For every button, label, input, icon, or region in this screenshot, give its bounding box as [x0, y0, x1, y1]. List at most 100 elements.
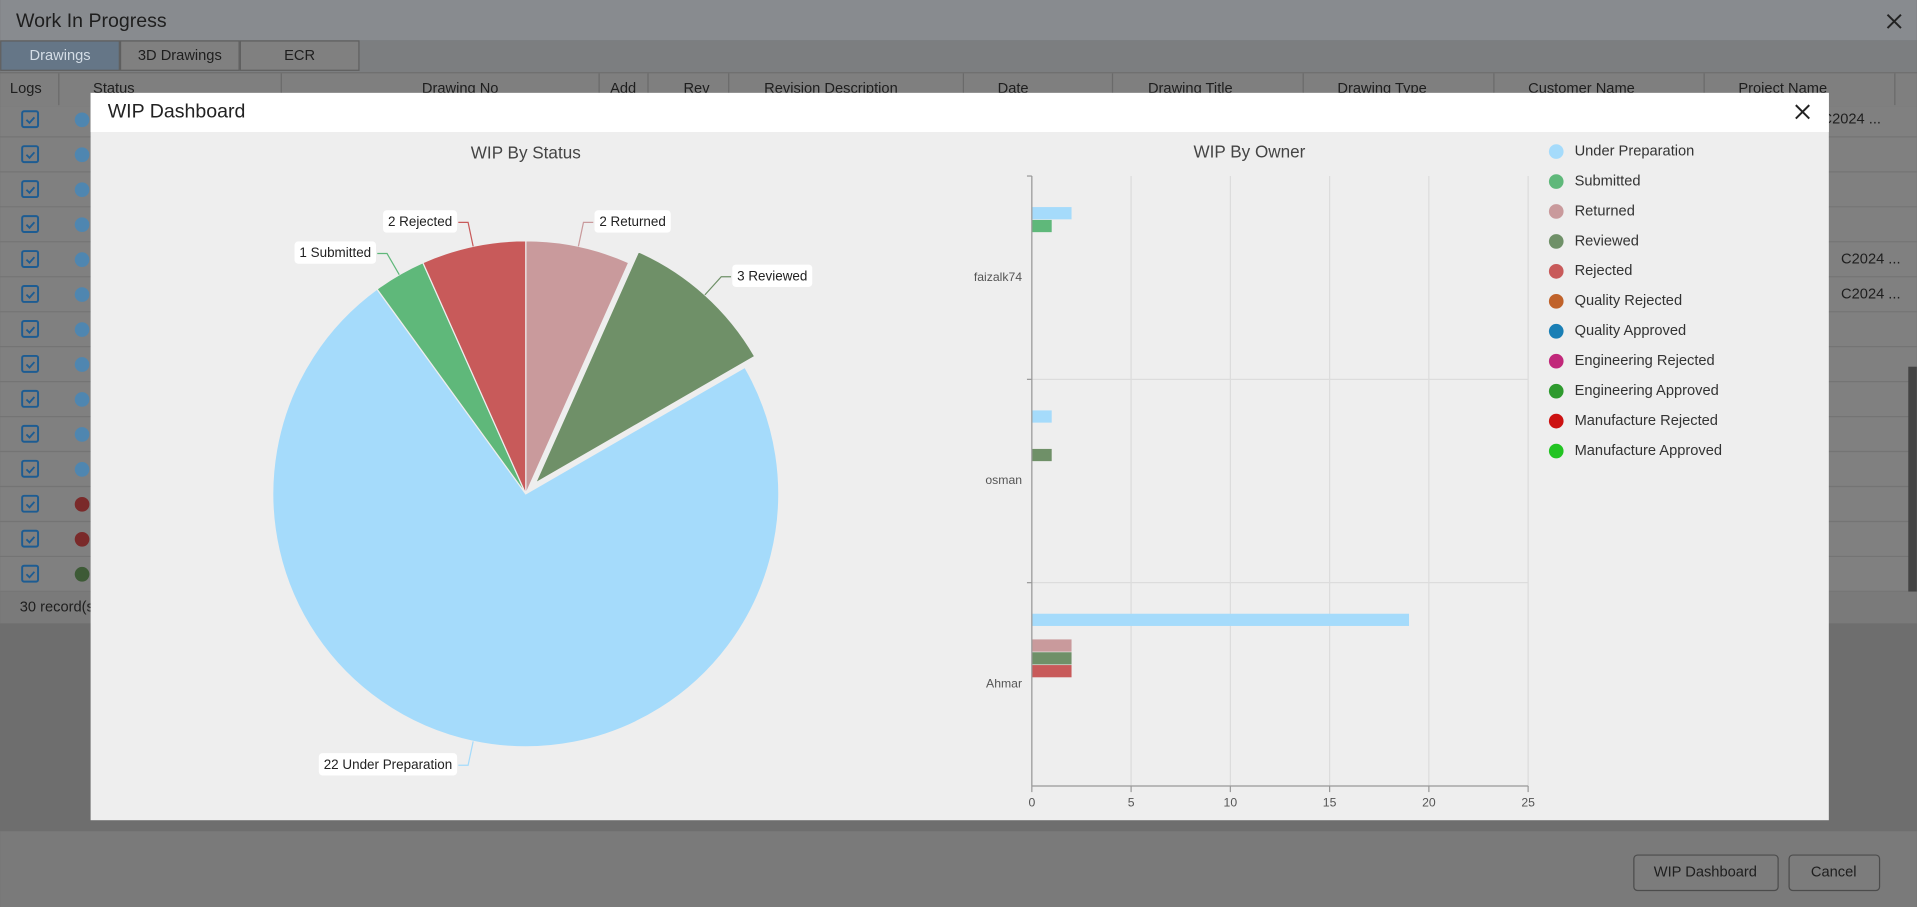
status-dot [74, 462, 90, 477]
log-icon[interactable] [21, 215, 40, 233]
tab-label: 3D Drawings [138, 48, 222, 64]
y-tick-label: faizalk74 [974, 270, 1022, 284]
x-tick-label: 0 [1028, 795, 1035, 809]
label-leader [458, 221, 474, 247]
legend-marker[interactable] [1548, 204, 1564, 219]
data-label: 1 Submitted [299, 245, 371, 260]
y-tick-label: Ahmar [986, 677, 1022, 691]
legend-marker[interactable] [1548, 353, 1564, 369]
button[interactable] [1633, 854, 1779, 892]
chart-title: WIP By Owner [1193, 142, 1305, 161]
log-check [25, 536, 36, 544]
log-check [25, 361, 36, 369]
x-tick-label: 15 [1323, 795, 1337, 809]
tab[interactable] [0, 40, 120, 71]
scrollbar [1908, 366, 1917, 592]
log-icon[interactable] [21, 250, 40, 268]
button-label: WIP Dashboard [1654, 865, 1757, 881]
button[interactable] [1788, 854, 1881, 892]
legend-label: Manufacture Approved [1575, 443, 1722, 459]
status-dot [74, 217, 90, 233]
legend-marker[interactable] [1548, 383, 1564, 399]
bar [1031, 639, 1072, 652]
bar [1031, 219, 1052, 233]
legend-label: Returned [1575, 203, 1635, 219]
status-dot [74, 147, 90, 163]
status-dot [74, 357, 90, 372]
legend-marker[interactable] [1548, 234, 1564, 249]
log-check [25, 501, 36, 509]
close-icon[interactable] [1886, 13, 1902, 29]
legend-marker[interactable] [1548, 443, 1564, 459]
dialog-title: WIP Dashboard [108, 101, 246, 123]
log-icon[interactable] [21, 494, 40, 513]
bar [1031, 448, 1052, 462]
log-check [25, 291, 36, 299]
bar [1031, 613, 1410, 626]
log-check [25, 221, 36, 230]
tab[interactable] [119, 40, 240, 71]
log-icon[interactable] [21, 354, 40, 373]
log-icon[interactable] [21, 389, 40, 408]
legend-label: Submitted [1575, 173, 1641, 189]
x-tick-label: 5 [1128, 795, 1135, 809]
pie-slice [422, 240, 527, 495]
legend-marker[interactable] [1548, 144, 1564, 159]
data-label: 2 Rejected [388, 214, 452, 229]
label-leader [458, 741, 474, 766]
log-icon[interactable] [21, 564, 40, 583]
legend-label: Engineering Rejected [1575, 353, 1715, 369]
dialog-header [90, 92, 1829, 133]
log-icon[interactable] [21, 285, 40, 303]
status-dot [74, 531, 90, 547]
legend-marker[interactable] [1548, 264, 1564, 279]
label-box [732, 264, 813, 287]
log-icon[interactable] [21, 110, 40, 129]
tab-label: ECR [284, 48, 315, 64]
x-tick-label: 20 [1422, 795, 1436, 809]
log-check [25, 326, 36, 334]
pie-slice [272, 288, 780, 748]
log-icon[interactable] [21, 529, 40, 548]
legend-marker[interactable] [1548, 293, 1564, 309]
status-dot [74, 252, 90, 267]
status-dot [74, 322, 90, 337]
label-box [294, 241, 377, 264]
bar [1031, 665, 1072, 678]
log-icon[interactable] [21, 459, 40, 478]
title-bar [0, 0, 1917, 41]
status-dot [74, 427, 90, 442]
status-dot [74, 182, 90, 198]
window-title: Work In Progress [16, 10, 167, 32]
dialog-close[interactable] [1795, 104, 1810, 120]
label-box [318, 753, 458, 776]
log-icon[interactable] [21, 424, 40, 443]
log-check [25, 571, 36, 579]
project-cell: C2024 ... [1821, 112, 1880, 128]
legend-label: Quality Rejected [1575, 293, 1683, 309]
log-icon[interactable] [21, 320, 40, 338]
status-dot [74, 566, 90, 582]
log-check [25, 466, 36, 474]
log-check [25, 186, 36, 195]
legend-marker[interactable] [1548, 174, 1564, 189]
legend-label: Manufacture Rejected [1575, 413, 1718, 429]
status-dot [74, 392, 90, 407]
tab[interactable] [239, 40, 360, 71]
x-tick-label: 10 [1224, 795, 1238, 809]
project-cell: C2024 ... [1841, 286, 1900, 302]
log-check [25, 151, 36, 160]
legend-marker[interactable] [1548, 413, 1564, 429]
project-cell: C2024 ... [1841, 252, 1900, 268]
legend-marker[interactable] [1548, 323, 1564, 339]
legend-label: Quality Approved [1575, 323, 1687, 339]
status-dot [74, 287, 90, 302]
column-header: Logs [10, 81, 42, 97]
log-icon[interactable] [21, 145, 40, 164]
status-dot [74, 112, 90, 128]
log-icon[interactable] [21, 180, 40, 199]
label-leader [377, 252, 400, 276]
label-leader [704, 276, 732, 296]
